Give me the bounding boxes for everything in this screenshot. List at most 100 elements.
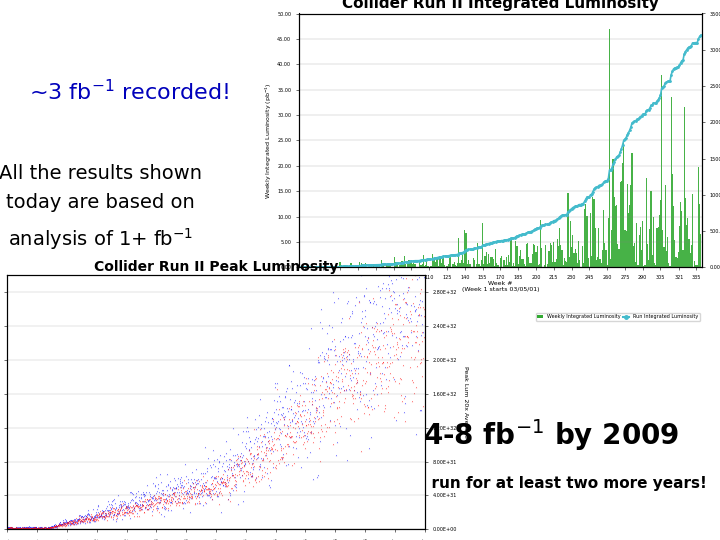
Point bbox=[318, 401, 329, 409]
Point bbox=[372, 358, 384, 367]
Point bbox=[91, 511, 103, 520]
Point bbox=[225, 463, 237, 472]
Bar bbox=[662, 230, 663, 267]
Point bbox=[203, 484, 215, 492]
Point bbox=[323, 383, 335, 392]
Point bbox=[387, 320, 399, 328]
Point bbox=[73, 512, 85, 521]
Point bbox=[64, 521, 76, 530]
Point bbox=[119, 497, 130, 506]
Point bbox=[123, 507, 135, 516]
Point bbox=[275, 446, 287, 455]
Point bbox=[21, 524, 32, 532]
Bar bbox=[390, 265, 391, 267]
Point bbox=[111, 506, 122, 515]
Point bbox=[281, 421, 292, 429]
Point bbox=[192, 489, 204, 497]
Point bbox=[394, 310, 405, 319]
Point bbox=[238, 487, 250, 495]
Point bbox=[138, 490, 150, 498]
Point bbox=[194, 498, 206, 507]
Point bbox=[105, 500, 117, 508]
Point bbox=[271, 433, 282, 442]
Point bbox=[17, 523, 28, 532]
Point bbox=[246, 470, 258, 479]
Point bbox=[42, 523, 54, 532]
Point bbox=[109, 511, 120, 519]
Point bbox=[181, 486, 193, 495]
Point bbox=[407, 327, 418, 335]
Point bbox=[204, 489, 215, 497]
Point bbox=[384, 359, 396, 368]
Point bbox=[160, 490, 171, 499]
Point bbox=[304, 409, 315, 418]
Point bbox=[275, 409, 287, 418]
Point bbox=[129, 499, 140, 508]
Point bbox=[18, 523, 30, 532]
Point bbox=[93, 512, 104, 521]
Point bbox=[268, 434, 279, 442]
Point bbox=[35, 523, 46, 532]
Point bbox=[372, 389, 383, 398]
Point bbox=[53, 521, 65, 529]
Point bbox=[388, 413, 400, 421]
Point bbox=[233, 469, 245, 478]
Point bbox=[17, 523, 28, 531]
Bar bbox=[423, 255, 424, 267]
Point bbox=[120, 503, 131, 512]
Point bbox=[212, 472, 224, 481]
Point bbox=[328, 440, 339, 448]
Point bbox=[101, 509, 112, 518]
Point bbox=[22, 524, 34, 532]
Point bbox=[211, 454, 222, 463]
Point bbox=[150, 472, 162, 481]
Point bbox=[167, 489, 179, 498]
Point bbox=[329, 421, 341, 429]
Bar bbox=[387, 265, 388, 267]
Point bbox=[362, 338, 374, 347]
Point bbox=[279, 442, 291, 450]
Point bbox=[95, 510, 107, 519]
Point bbox=[17, 523, 29, 532]
Point bbox=[65, 516, 76, 524]
Point bbox=[333, 373, 344, 382]
Point bbox=[400, 298, 412, 307]
Point bbox=[256, 436, 268, 445]
Point bbox=[128, 511, 140, 520]
Point bbox=[319, 393, 330, 402]
Point bbox=[330, 359, 341, 368]
Point bbox=[120, 500, 131, 508]
Point bbox=[366, 336, 378, 345]
Point bbox=[280, 393, 292, 401]
Point bbox=[127, 489, 138, 497]
Point bbox=[189, 484, 200, 493]
Point bbox=[371, 382, 382, 390]
Point bbox=[172, 474, 184, 483]
Point bbox=[148, 504, 159, 513]
Point bbox=[278, 413, 289, 421]
Point bbox=[315, 424, 327, 433]
Point bbox=[98, 511, 109, 520]
Point bbox=[235, 455, 246, 464]
Point bbox=[151, 498, 163, 507]
Point bbox=[212, 479, 224, 488]
Point bbox=[300, 433, 312, 442]
Point bbox=[405, 328, 416, 336]
Point bbox=[390, 345, 402, 353]
Point bbox=[93, 515, 104, 524]
Point bbox=[107, 501, 118, 509]
Point bbox=[153, 499, 165, 508]
Point bbox=[119, 508, 130, 516]
Point bbox=[395, 302, 406, 311]
Point bbox=[366, 433, 377, 442]
Point bbox=[102, 508, 113, 517]
Point bbox=[132, 509, 143, 517]
Point bbox=[23, 524, 35, 532]
Point bbox=[121, 506, 132, 515]
Point bbox=[343, 366, 354, 374]
Point bbox=[12, 523, 23, 532]
Bar bbox=[611, 230, 613, 267]
Point bbox=[323, 394, 334, 403]
Point bbox=[16, 524, 27, 532]
Point bbox=[6, 524, 17, 532]
